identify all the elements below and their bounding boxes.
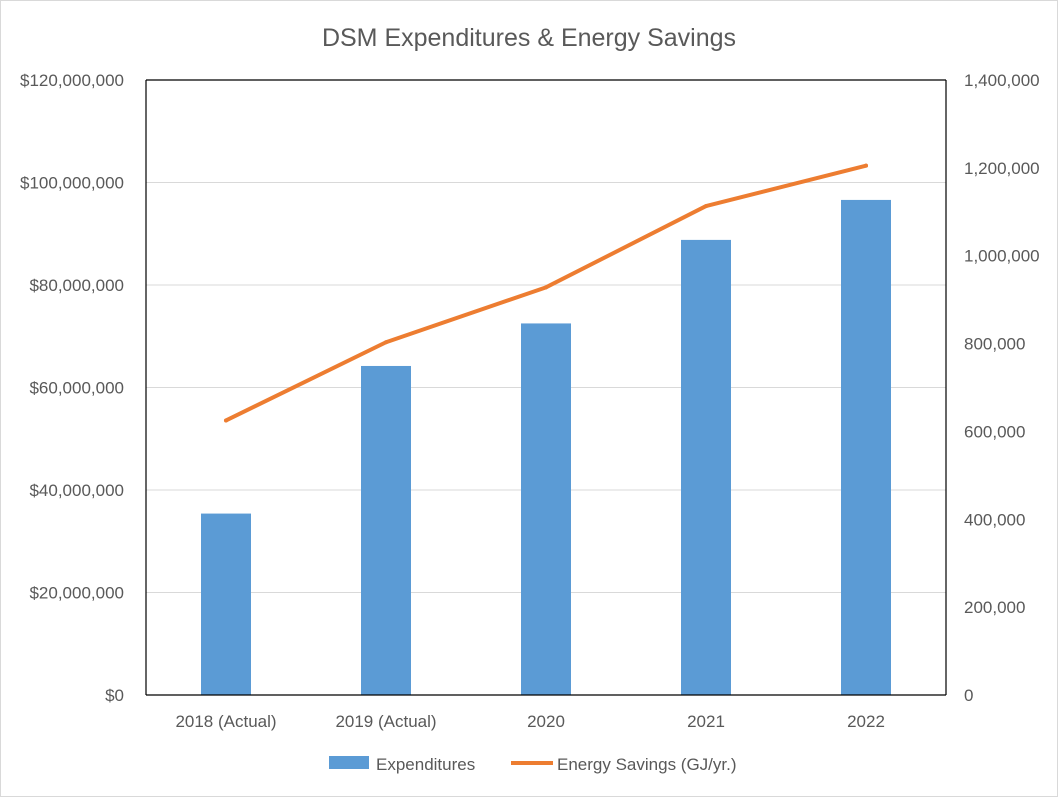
left-tick-label: $0: [105, 686, 124, 705]
right-tick-label: 400,000: [964, 510, 1025, 529]
right-axis-ticks: 0 200,000 400,000 600,000 800,000 1,000,000 1,…: [964, 71, 1040, 705]
left-tick-label: $60,000,000: [29, 379, 124, 398]
left-tick-label: $120,000,000: [20, 71, 124, 90]
legend-swatch-expenditures: [329, 756, 369, 769]
bar-expenditures: [521, 323, 571, 695]
x-tick-label: 2020: [527, 712, 565, 731]
x-tick-label: 2018 (Actual): [175, 712, 276, 731]
x-tick-label: 2021: [687, 712, 725, 731]
line-series: [224, 163, 868, 423]
right-tick-label: 600,000: [964, 422, 1025, 441]
line-point: [864, 163, 868, 168]
bars: [201, 199, 891, 696]
x-tick-label: 2022: [847, 712, 885, 731]
left-tick-label: $40,000,000: [29, 481, 124, 500]
right-tick-label: 800,000: [964, 335, 1025, 354]
x-axis-ticks: 2018 (Actual) 2019 (Actual) 2020 2021 2022: [175, 712, 884, 731]
line-point: [544, 285, 548, 290]
chart-title: DSM Expenditures & Energy Savings: [322, 24, 736, 52]
line-point: [704, 204, 708, 209]
x-tick-label: 2019 (Actual): [335, 712, 436, 731]
bar-expenditures: [361, 365, 411, 695]
axes: [145, 79, 947, 696]
right-tick-label: 0: [964, 686, 973, 705]
legend-label-energy-savings: Energy Savings (GJ/yr.): [557, 755, 737, 774]
right-tick-label: 1,200,000: [964, 159, 1040, 178]
bar-expenditures: [841, 199, 891, 696]
bar-expenditures: [201, 513, 251, 695]
right-tick-label: 200,000: [964, 598, 1025, 617]
right-tick-label: 1,400,000: [964, 71, 1040, 90]
left-tick-label: $20,000,000: [29, 584, 124, 603]
bar-expenditures: [681, 239, 731, 695]
left-tick-label: $80,000,000: [29, 276, 124, 295]
left-axis-ticks: $0 $20,000,000 $40,000,000 $60,000,000 $80,0…: [20, 71, 124, 705]
line-point: [384, 340, 388, 345]
left-tick-label: $100,000,000: [20, 174, 124, 193]
right-tick-label: 1,000,000: [964, 247, 1040, 266]
legend: Expenditures Energy Savings (GJ/yr.): [329, 755, 737, 774]
line-point: [224, 418, 228, 423]
legend-label-expenditures: Expenditures: [376, 755, 475, 774]
